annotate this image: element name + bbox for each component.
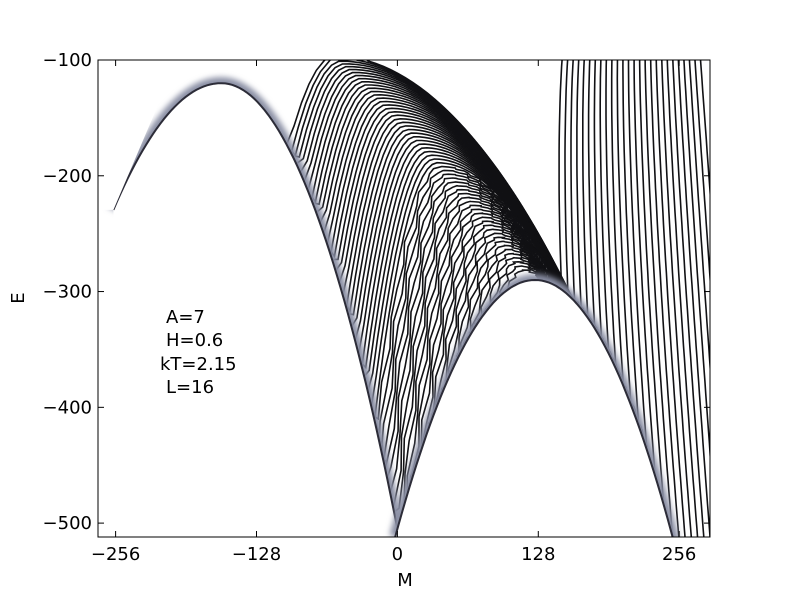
y-tick-label: −200: [43, 166, 92, 187]
contour-line: [638, 60, 668, 537]
contour-line: [694, 60, 710, 288]
y-tick-label: −100: [43, 50, 92, 71]
contour-line: [699, 60, 710, 202]
boundary-shading: [98, 60, 679, 537]
x-tick-label: −128: [232, 544, 281, 565]
contour-line: [688, 60, 710, 376]
contour-line: [644, 60, 674, 537]
x-axis-label: M: [397, 570, 413, 591]
plot-frame: [97, 59, 711, 538]
contour-line: [655, 60, 686, 537]
contour-line: [672, 60, 705, 537]
boundary-line: [394, 278, 674, 537]
y-tick-label: −300: [43, 282, 92, 303]
y-axis-label: E: [8, 292, 29, 303]
outer-region: [98, 60, 178, 210]
boundary-line: [112, 82, 401, 537]
annotation-kt: kT=2.15: [160, 354, 237, 375]
annotation-a: A=7: [166, 307, 205, 328]
x-axis: −256 −128 0 128 256: [91, 60, 696, 565]
x-tick-label: −256: [91, 544, 140, 565]
forbidden-region: [113, 83, 399, 537]
y-tick-label: −500: [43, 513, 92, 534]
y-tick-label: −400: [43, 397, 92, 418]
forbidden-region: [395, 280, 673, 537]
x-tick-label: 0: [392, 544, 403, 565]
x-tick-label: 256: [662, 544, 696, 565]
plot-region: [98, 60, 710, 537]
contour-line: [660, 60, 693, 537]
contour-line: [666, 60, 699, 537]
annotation-h: H=0.6: [166, 330, 223, 351]
contour-line: [683, 60, 710, 464]
contour-line: [649, 60, 680, 537]
annotation-l: L=16: [166, 377, 214, 398]
x-tick-label: 128: [521, 544, 555, 565]
parameter-annotations: A=7 H=0.6 kT=2.15 L=16: [160, 307, 237, 398]
contour-line: [677, 60, 710, 537]
y-axis: −100 −200 −300 −400 −500: [43, 50, 710, 534]
